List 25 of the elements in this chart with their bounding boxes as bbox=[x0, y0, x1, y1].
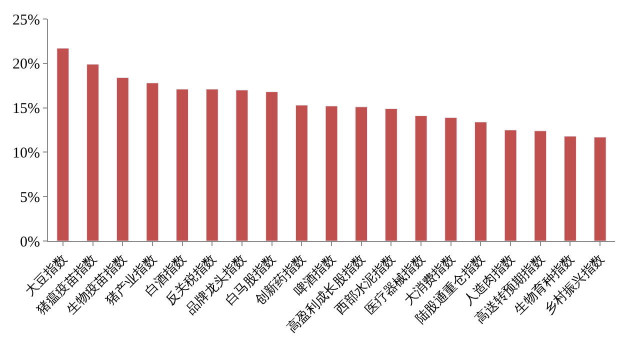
bar bbox=[564, 136, 576, 241]
bar bbox=[266, 92, 278, 241]
y-tick-label: 0% bbox=[20, 234, 40, 250]
bar bbox=[355, 106, 368, 241]
bar bbox=[146, 82, 159, 241]
y-tick-label: 25% bbox=[12, 12, 40, 28]
bar bbox=[325, 106, 338, 241]
bar bbox=[504, 130, 517, 241]
bar bbox=[116, 77, 129, 241]
bar bbox=[474, 122, 487, 241]
bar bbox=[56, 48, 70, 241]
y-tick-label: 20% bbox=[12, 56, 40, 73]
bar bbox=[414, 116, 428, 241]
bar bbox=[534, 130, 547, 241]
bar bbox=[86, 64, 99, 241]
y-tick-label: 15% bbox=[12, 101, 40, 118]
bar bbox=[444, 117, 458, 241]
bar bbox=[295, 104, 308, 241]
bar bbox=[594, 136, 606, 241]
bar bbox=[236, 90, 248, 241]
y-tick-label: 10% bbox=[12, 145, 40, 162]
bar bbox=[384, 108, 398, 241]
bar bbox=[176, 88, 189, 241]
y-tick-label: 5% bbox=[20, 190, 40, 206]
bar bbox=[206, 88, 218, 241]
